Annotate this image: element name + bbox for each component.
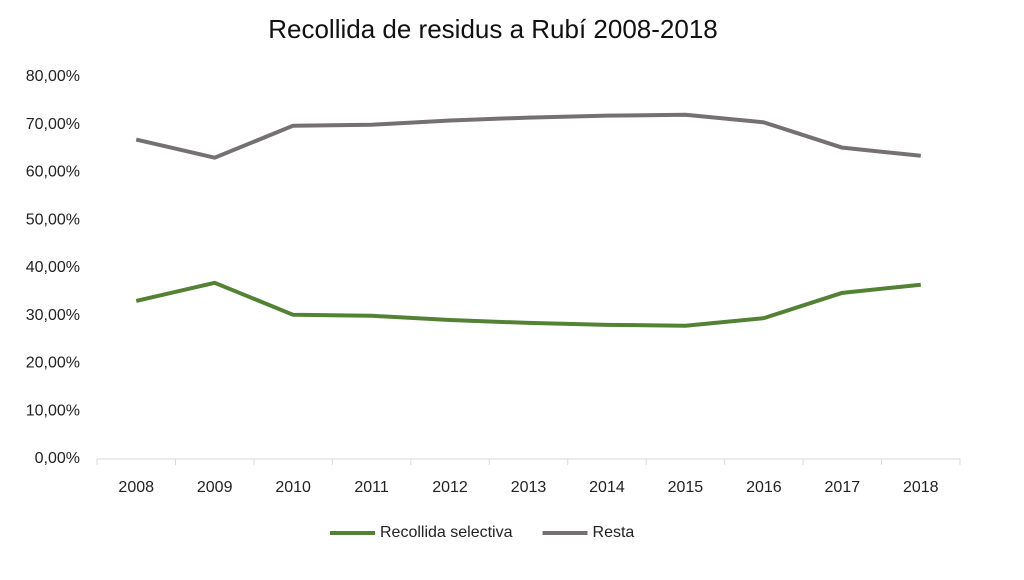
x-tick-label: 2014 bbox=[589, 479, 625, 496]
x-tick-label: 2008 bbox=[118, 479, 154, 496]
x-tick-label: 2018 bbox=[903, 479, 939, 496]
x-tick-label: 2013 bbox=[511, 479, 547, 496]
y-tick-label: 10,00% bbox=[26, 402, 80, 419]
y-tick-label: 70,00% bbox=[26, 116, 80, 133]
legend-label: Recollida selectiva bbox=[380, 524, 513, 541]
x-tick-label: 2009 bbox=[197, 479, 233, 496]
x-tick-label: 2010 bbox=[275, 479, 311, 496]
y-tick-label: 80,00% bbox=[26, 68, 80, 85]
x-tick-label: 2017 bbox=[825, 479, 861, 496]
y-tick-label: 0,00% bbox=[35, 450, 80, 467]
series-line bbox=[135, 112, 921, 160]
chart-title: Recollida de residus a Rubí 2008-2018 bbox=[268, 14, 718, 44]
x-tick-label: 2012 bbox=[432, 479, 468, 496]
series-line bbox=[135, 280, 921, 328]
y-tick-label: 50,00% bbox=[26, 211, 80, 228]
y-tick-label: 60,00% bbox=[26, 164, 80, 181]
x-tick-label: 2011 bbox=[354, 479, 389, 496]
y-tick-label: 30,00% bbox=[26, 307, 80, 324]
x-tick-label: 2016 bbox=[746, 479, 782, 496]
y-tick-label: 40,00% bbox=[26, 259, 80, 276]
legend-label: Resta bbox=[593, 524, 635, 541]
y-tick-label: 20,00% bbox=[26, 355, 80, 372]
x-tick-label: 2015 bbox=[668, 479, 704, 496]
